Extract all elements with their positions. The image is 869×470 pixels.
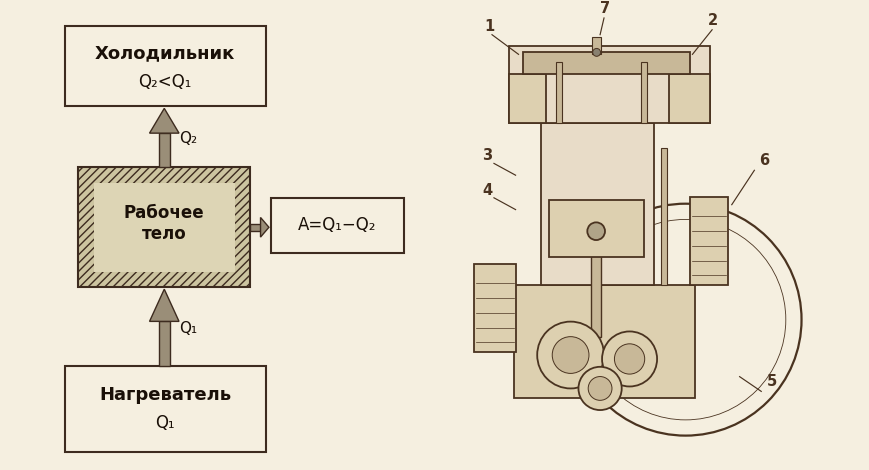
Circle shape [587,376,611,400]
Bar [640,62,647,123]
Bar [94,183,235,272]
Text: 7: 7 [600,1,609,16]
Polygon shape [149,109,179,133]
Bar [250,224,260,231]
Text: Q₂: Q₂ [179,131,196,146]
Text: 1: 1 [483,19,494,34]
Circle shape [552,337,588,373]
Bar [555,62,561,123]
Text: Q₁: Q₁ [156,414,175,432]
Bar [690,197,727,285]
Bar [508,47,709,123]
Bar [541,123,653,285]
Circle shape [536,321,603,388]
Text: Холодильник: Холодильник [95,44,235,63]
Bar [548,200,644,257]
Circle shape [578,367,621,410]
Bar [158,321,169,366]
Text: 6: 6 [759,153,768,168]
Bar [592,37,600,55]
Text: 5: 5 [766,375,777,390]
Bar [78,167,250,287]
Bar [78,167,250,287]
Text: Рабочее: Рабочее [123,204,204,221]
Polygon shape [260,218,269,237]
Bar [668,74,709,123]
Text: A=Q₁−Q₂: A=Q₁−Q₂ [298,216,376,235]
Bar [523,52,690,74]
Text: тело: тело [142,225,187,243]
Text: 4: 4 [481,183,492,198]
Bar [158,133,169,167]
Text: 2: 2 [707,13,718,28]
Bar [474,264,515,352]
Circle shape [592,48,600,56]
Bar [591,254,600,337]
Bar [513,285,694,398]
Circle shape [587,222,604,240]
Bar [64,366,266,452]
Polygon shape [149,289,179,321]
Text: Нагреватель: Нагреватель [99,386,231,404]
Text: Q₂<Q₁: Q₂<Q₁ [138,73,192,91]
Circle shape [614,344,644,374]
Bar [64,26,266,106]
Circle shape [601,331,656,386]
Bar [660,148,667,285]
Bar [270,198,403,253]
Text: 3: 3 [481,149,492,164]
Text: Q₁: Q₁ [179,321,196,336]
Bar [508,74,546,123]
